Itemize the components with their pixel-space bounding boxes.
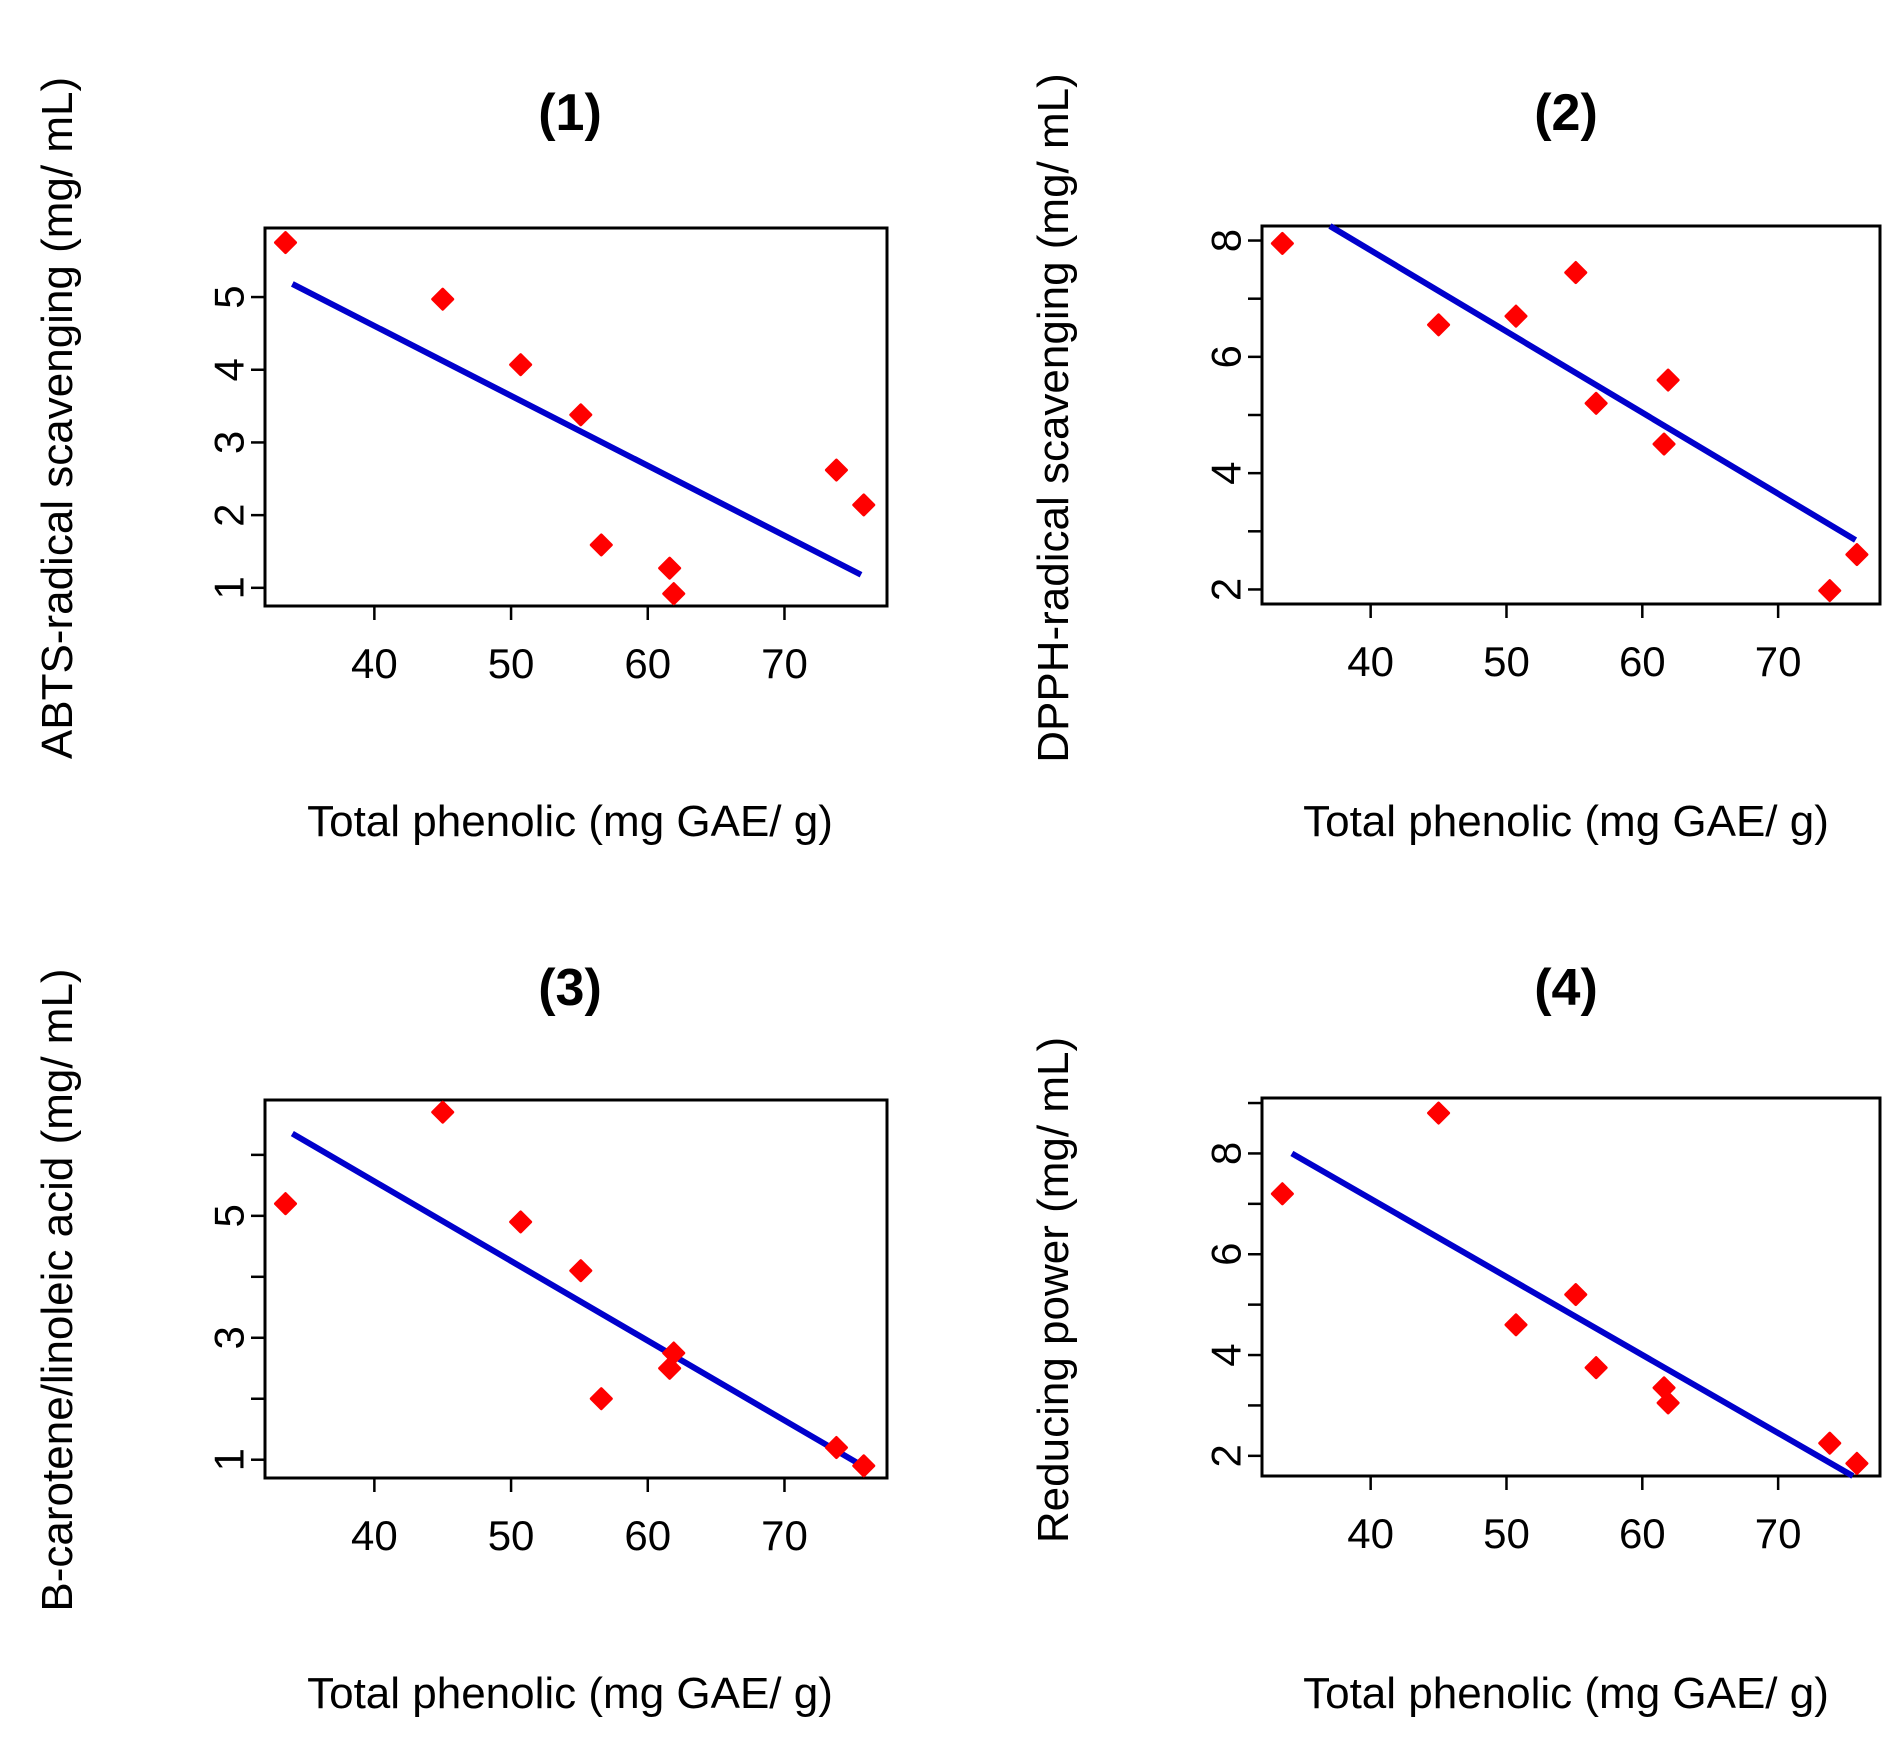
panel-1-fit-line [290,281,863,578]
panel-4-data-point [1564,1283,1588,1307]
panel-3-x-tick-label: 40 [351,1512,398,1559]
panel-1-data-point [824,458,848,482]
panel-1: (1) ABTS-radical scavenging (mg/ mL) Tot… [33,77,889,846]
panel-4-plot-area [1260,1096,1882,1478]
panel-1-y-tick-label: 2 [206,503,253,526]
panel-4-title: (4) [1534,959,1598,1017]
panel-2-data-point [1845,543,1869,567]
panel-4-data-point [1504,1313,1528,1337]
panel-2-data-point [1656,368,1680,392]
panel-4-fit-line [1290,1150,1855,1479]
panel-4-data-point [1584,1356,1608,1380]
panel-3-data-point [589,1387,613,1411]
panel-2-x-tick-label: 50 [1483,638,1530,685]
panel-2-x-tick-label: 40 [1347,638,1394,685]
panel-4-data-point [1270,1182,1294,1206]
panel-3-data-point [569,1259,593,1283]
panel-3-plot-area [263,1098,889,1480]
panel-3-y-tick-label: 3 [206,1326,253,1349]
panel-3-x-tick-label: 70 [761,1512,808,1559]
panel-1-title: (1) [538,84,602,142]
panel-3-data-point [824,1436,848,1460]
panel-2-marks: 40 50 60 70 2 4 6 8 [1203,223,1869,685]
panel-4-x-tick-label: 50 [1483,1510,1530,1557]
panel-4: (4) Reducing power (mg/ mL) Total phenol… [1029,959,1882,1718]
panel-4-y-tick-label: 6 [1203,1243,1250,1266]
panel-1-x-tick-label: 40 [351,640,398,687]
panel-2-data-point [1584,391,1608,415]
panel-4-y-tick-label: 2 [1203,1444,1250,1467]
panel-1-y-tick-label: 5 [206,285,253,308]
panel-3: (3) B-carotene/linoleic acid (mg/ mL) To… [33,959,889,1718]
panel-2-data-point [1564,261,1588,285]
panel-3-data-point [662,1341,686,1365]
panel-3-y-tick-label: 5 [206,1204,253,1227]
panel-3-x-tick-label: 50 [488,1512,535,1559]
panel-4-x-tick-label: 40 [1347,1510,1394,1557]
panel-2: (2) DPPH-radical scavenging (mg/ mL) Tot… [1029,73,1882,846]
panel-2-plot-area [1260,224,1882,606]
panel-1-y-tick-label: 1 [206,576,253,599]
panel-1-data-point [658,556,682,580]
panel-1-x-tick-label: 50 [488,640,535,687]
panel-3-data-point [431,1100,455,1124]
panel-1-marks: 40 50 60 70 1 2 3 4 5 [206,231,876,687]
panel-1-data-point [274,231,298,255]
panel-3-data-point [509,1210,533,1234]
panel-2-x-axis-label: Total phenolic (mg GAE/ g) [1303,797,1829,846]
panel-4-y-axis-label: Reducing power (mg/ mL) [1029,1037,1078,1543]
panel-4-marks: 40 50 60 70 2 4 6 8 [1203,1101,1869,1557]
panel-1-x-tick-label: 60 [624,640,671,687]
panel-4-x-tick-label: 60 [1619,1510,1666,1557]
panel-2-y-axis-label: DPPH-radical scavenging (mg/ mL) [1029,73,1078,763]
panel-1-y-tick-label: 4 [206,358,253,381]
panel-4-y-tick-label: 8 [1203,1142,1250,1165]
panel-3-x-axis-label: Total phenolic (mg GAE/ g) [307,1669,833,1718]
panel-2-data-point [1504,304,1528,328]
panel-1-data-point [569,403,593,427]
panel-1-data-point [852,493,876,517]
panel-1-x-axis-label: Total phenolic (mg GAE/ g) [307,797,833,846]
panel-3-x-tick-label: 60 [624,1512,671,1559]
panel-3-title: (3) [538,959,602,1017]
panel-2-x-tick-label: 60 [1619,638,1666,685]
panel-1-data-point [662,582,686,606]
panel-1-plot-area [263,226,889,608]
panel-3-y-axis-label: B-carotene/linoleic acid (mg/ mL) [33,968,82,1611]
panel-1-x-tick-label: 70 [761,640,808,687]
panel-2-data-point [1270,231,1294,255]
panel-2-y-tick-label: 6 [1203,345,1250,368]
panel-1-data-point [431,287,455,311]
panel-4-y-tick-label: 4 [1203,1343,1250,1366]
panel-3-fit-line [290,1130,864,1469]
panel-3-data-point [852,1454,876,1478]
panel-2-fit-line [1328,223,1858,543]
panel-1-y-tick-label: 3 [206,431,253,454]
panel-3-data-point [274,1192,298,1216]
panel-1-data-point [589,533,613,557]
panel-1-data-point [509,353,533,377]
panel-3-y-tick-label: 1 [206,1448,253,1471]
panel-2-y-tick-label: 2 [1203,578,1250,601]
panel-2-data-point [1427,313,1451,337]
panel-4-data-point [1818,1431,1842,1455]
panel-2-x-tick-label: 70 [1755,638,1802,685]
panel-4-data-point [1656,1391,1680,1415]
panel-4-x-tick-label: 70 [1755,1510,1802,1557]
panel-3-marks: 40 50 60 70 1 3 5 [206,1100,876,1559]
panel-2-data-point [1818,579,1842,603]
panel-1-y-axis-label: ABTS-radical scavenging (mg/ mL) [33,77,82,759]
panel-4-data-point [1427,1101,1451,1125]
panel-2-title: (2) [1534,84,1598,142]
panel-2-y-tick-label: 8 [1203,229,1250,252]
panel-4-data-point [1845,1451,1869,1475]
panel-2-data-point [1652,432,1676,456]
panel-4-x-axis-label: Total phenolic (mg GAE/ g) [1303,1669,1829,1718]
panel-2-y-tick-label: 4 [1203,461,1250,484]
